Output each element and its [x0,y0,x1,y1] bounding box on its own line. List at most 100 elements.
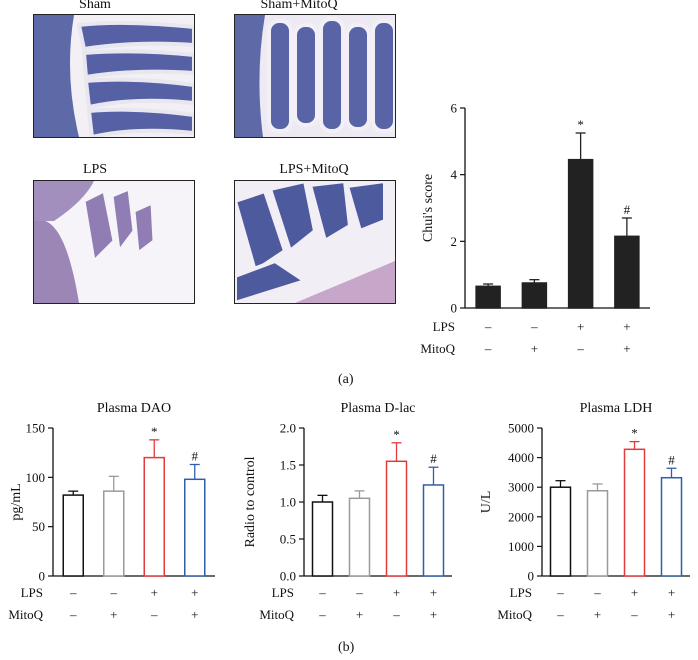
image-label-lps: LPS [82,162,108,177]
condition-mark: + [430,585,437,600]
y-tick-label: 0 [528,569,535,584]
condition-mark: + [668,607,675,622]
bar [184,478,206,577]
chui-score-chart: 0 2 4 6 Chui's score * # LPS – – + + MitoQ – + – + [420,101,650,356]
bar [62,494,84,577]
condition-mark: – [69,585,77,600]
bar [348,497,371,577]
y-tick-label: 2.0 [280,421,296,436]
histology-image-lps [33,180,195,304]
y-axis-label: Radio to control [243,456,258,547]
y-tick-label: 6 [451,101,458,116]
panel-b-label: (b) [338,640,355,655]
chart-title: Plasma D-lac [340,401,415,416]
y-tick-label: 0 [39,569,46,584]
significance-mark: * [151,424,158,439]
condition-mark: + [191,607,198,622]
y-tick-label: 4000 [508,450,534,465]
condition-mark: – [484,319,492,334]
y-tick-label: 0 [451,301,458,316]
bar [586,490,609,577]
y-tick-label: 0.5 [280,532,296,547]
significance-mark: * [577,117,584,132]
condition-mark: + [594,607,601,622]
condition-mark: + [393,585,400,600]
y-tick-label: 1000 [508,539,534,554]
condition-mark: + [151,585,158,600]
bar [567,158,594,309]
condition-mark: + [577,319,584,334]
bar [623,448,646,577]
condition-label: MitoQ [259,607,294,622]
significance-mark: # [624,202,631,217]
condition-mark: – [556,585,564,600]
condition-label: LPS [21,585,43,600]
plasma-dao-chart: Plasma DAO 0 50 100 150 pg/mL * # LPS – – + + MitoQ – +… [8,401,215,622]
condition-mark: – [630,607,638,622]
chart-title: Plasma DAO [97,401,171,416]
y-tick-label: 150 [26,421,46,436]
bar [311,501,334,577]
condition-label: MitoQ [8,607,43,622]
condition-mark: – [110,585,118,600]
condition-mark: + [631,585,638,600]
bar [422,484,445,577]
condition-mark: + [623,341,630,356]
bar [385,460,408,577]
image-label-sham-mitoq: Sham+MitoQ [260,0,338,12]
y-axis-label: Chui's score [421,174,436,242]
y-axis-label: pg/mL [9,483,24,520]
condition-label: LPS [510,585,532,600]
image-label-sham: Sham [79,0,111,12]
condition-mark: – [392,607,400,622]
significance-mark: * [631,426,638,441]
condition-mark: – [576,341,584,356]
y-tick-label: 2 [451,234,458,249]
histology-image-sham-mitoq [234,14,396,138]
bar [549,486,572,577]
condition-mark: + [623,319,630,334]
y-tick-label: 1.5 [280,458,296,473]
condition-label: LPS [433,319,455,334]
y-tick-label: 0.0 [280,569,296,584]
y-tick-label: 50 [32,519,45,534]
bar [475,285,501,309]
condition-mark: + [110,607,117,622]
histology-image-lps-mitoq [234,180,396,304]
image-label-lps-mitoq: LPS+MitoQ [279,162,349,177]
panel-a-label: (a) [338,372,354,387]
y-tick-label: 4 [451,167,458,182]
y-tick-label: 5000 [508,421,534,436]
bar [660,476,683,577]
bar [521,282,548,309]
condition-mark: + [531,341,538,356]
histology-lps-mitoq-drawing [235,181,395,303]
chart-title: Plasma LDH [580,401,653,416]
condition-mark: – [150,607,158,622]
condition-mark: – [69,607,77,622]
y-tick-label: 2000 [508,509,534,524]
y-tick-label: 100 [26,470,46,485]
condition-mark: + [191,585,198,600]
condition-label: MitoQ [497,607,532,622]
condition-mark: – [530,319,538,334]
condition-label: MitoQ [420,341,455,356]
significance-mark: # [668,452,675,467]
condition-mark: + [430,607,437,622]
condition-mark: – [318,607,326,622]
condition-label: LPS [272,585,294,600]
condition-mark: – [556,607,564,622]
condition-mark: – [593,585,601,600]
bar [614,235,640,309]
significance-mark: * [393,427,400,442]
y-axis-label: U/L [479,491,494,514]
significance-mark: # [192,449,199,464]
condition-mark: – [318,585,326,600]
condition-mark: – [484,341,492,356]
condition-mark: + [356,607,363,622]
significance-mark: # [430,451,437,466]
histology-image-sham [33,14,195,138]
histology-sham-mitoq-drawing [235,15,395,137]
histology-sham-drawing [34,15,194,137]
y-tick-label: 3000 [508,480,534,495]
